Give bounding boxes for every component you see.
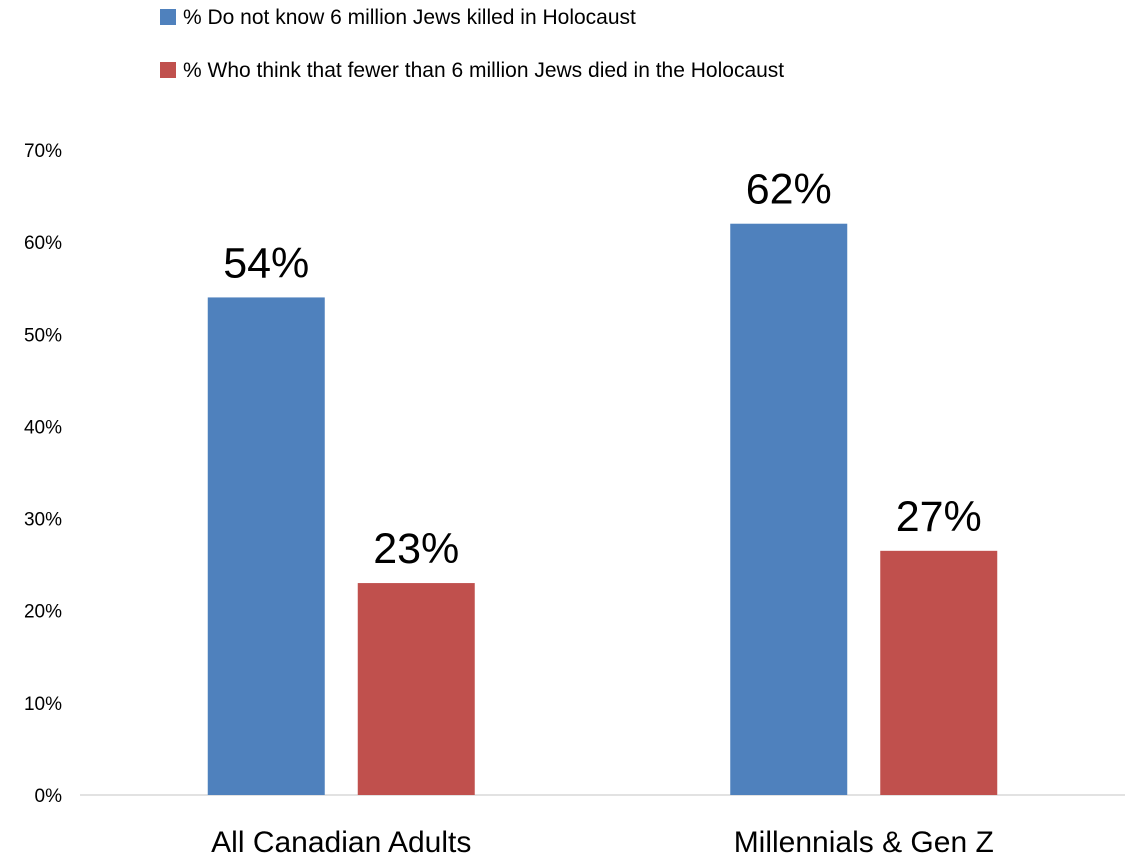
y-tick-label: 30% [24,510,62,531]
x-tick-label: All Canadian Adults [211,826,471,859]
y-tick-label: 10% [24,694,62,715]
data-label-series-2-1: 23% [373,525,459,573]
bar-series-1-2 [730,223,848,795]
y-tick-label: 50% [24,325,62,346]
legend-swatch-series-1 [160,9,176,25]
y-tick-label: 40% [24,417,62,438]
legend: % Do not know 6 million Jews killed in H… [160,6,784,82]
legend-swatch-series-2 [160,62,176,78]
bars [207,223,998,795]
y-tick-label: 70% [24,141,62,162]
x-tick-label: Millennials & Gen Z [734,826,994,859]
y-axis: 0% 10% 20% 30% 40% 50% 60% 70% [24,141,62,807]
x-axis: All Canadian Adults Millennials & Gen Z [211,826,994,859]
data-label-series-1-1: 54% [223,239,309,287]
bar-series-2-2 [880,550,998,795]
legend-label-series-2: % Who think that fewer than 6 million Je… [183,59,784,82]
y-tick-label: 0% [35,786,63,807]
y-tick-label: 20% [24,602,62,623]
bar-labels: 54% 23% 62% 27% [223,166,982,573]
legend-label-series-1: % Do not know 6 million Jews killed in H… [183,6,636,29]
bar-series-1-1 [207,297,325,795]
data-label-series-2-2: 27% [896,493,982,541]
data-label-series-1-2: 62% [746,166,832,214]
bar-series-2-1 [357,583,475,795]
y-tick-label: 60% [24,233,62,254]
